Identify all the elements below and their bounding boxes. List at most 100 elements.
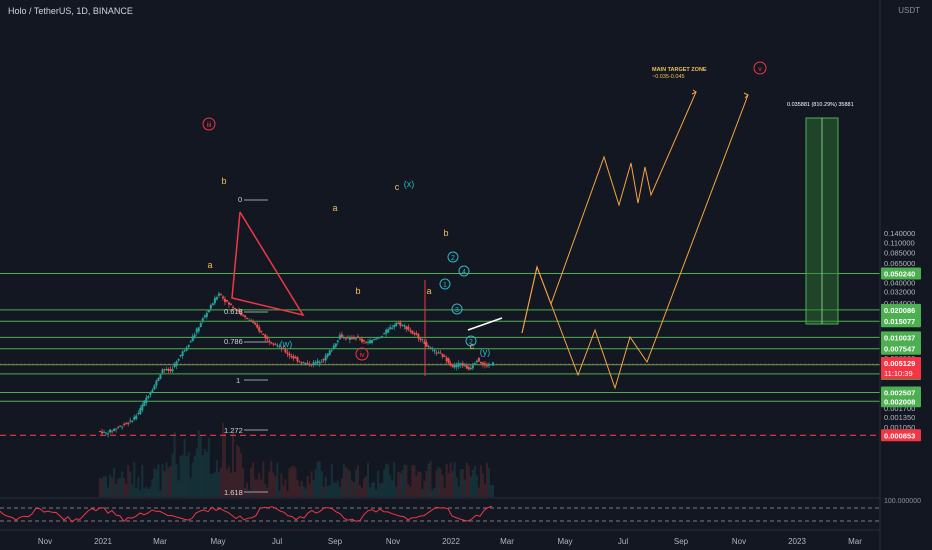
- candle-body: [328, 350, 331, 356]
- candle-body: [207, 309, 210, 313]
- volume-bar: [121, 471, 124, 497]
- current-price-tag: [881, 357, 921, 380]
- candle-body: [463, 365, 466, 367]
- candle-body: [381, 335, 384, 337]
- volume-bar: [371, 482, 374, 497]
- candle-body: [401, 324, 404, 326]
- candle-body: [234, 308, 237, 310]
- volume-bar: [461, 469, 464, 497]
- candle-body: [232, 306, 235, 308]
- wave-circle-red: [753, 61, 767, 75]
- volume-bar: [147, 489, 150, 497]
- volume-bar: [133, 462, 136, 497]
- candle-body: [280, 348, 283, 350]
- candle-body: [449, 363, 452, 366]
- candle-body: [193, 334, 196, 338]
- candle-body: [415, 333, 418, 335]
- volume-bar: [115, 483, 118, 497]
- candle-body: [481, 362, 484, 365]
- candle-body: [137, 413, 140, 415]
- volume-bar: [213, 472, 216, 497]
- candle-body: [475, 360, 478, 363]
- candle-body: [487, 364, 490, 366]
- candle-body: [238, 310, 241, 313]
- volume-bar: [451, 470, 454, 497]
- candle-body: [318, 362, 321, 364]
- wave-label-yellow: a: [426, 286, 431, 296]
- level-price-label: 0.020086: [884, 306, 915, 315]
- volume-bar: [225, 469, 228, 497]
- candle-body: [296, 357, 299, 362]
- candle-body: [358, 338, 361, 340]
- candle-body: [409, 330, 412, 332]
- candle-body: [113, 428, 116, 431]
- volume-bar: [403, 464, 406, 497]
- volume-bar: [157, 464, 160, 497]
- x-tick-label: Nov: [732, 537, 746, 546]
- candle-body: [373, 338, 376, 340]
- candle-body: [268, 340, 271, 343]
- candle-body: [151, 390, 154, 393]
- candle-body: [336, 340, 339, 343]
- volume-bar: [240, 453, 243, 497]
- candle-body: [489, 364, 492, 366]
- volume-bar: [292, 465, 295, 497]
- candle-body: [300, 362, 303, 364]
- y-tick-label: 0.024000: [884, 299, 915, 308]
- candle-body: [203, 315, 206, 318]
- currency-unit: USDT: [898, 6, 920, 15]
- wave-label-teal: 2: [469, 339, 473, 346]
- countdown-label: 11:10:39: [884, 369, 913, 378]
- candle-body: [143, 400, 146, 407]
- candle-body: [389, 327, 392, 330]
- volume-bar: [264, 483, 267, 497]
- volume-bar: [377, 470, 380, 497]
- candle-body: [451, 365, 454, 368]
- candle-body: [443, 355, 446, 357]
- candle-body: [157, 378, 160, 381]
- volume-bar: [221, 422, 224, 497]
- volume-bar: [369, 487, 372, 497]
- volume-bar: [227, 466, 230, 497]
- volume-bar: [433, 487, 436, 497]
- wave-label-teal: (x): [404, 179, 415, 189]
- candle-body: [111, 430, 114, 432]
- candle-body: [258, 327, 261, 332]
- candle-body: [217, 293, 220, 296]
- volume-bar: [284, 479, 287, 497]
- candle-body: [181, 351, 184, 356]
- wave-label-teal: 1: [443, 282, 447, 289]
- wave-label-yellow: c: [395, 182, 400, 192]
- volume-bar: [270, 461, 273, 497]
- volume-bar: [463, 479, 466, 497]
- volume-bar: [189, 477, 192, 497]
- fib-label: 0.786: [224, 337, 243, 346]
- volume-bar: [411, 465, 414, 497]
- volume-bar: [375, 489, 378, 497]
- volume-bar: [385, 463, 388, 497]
- candle-body: [189, 341, 192, 343]
- level-price-tag: [881, 342, 921, 355]
- volume-bar: [248, 490, 251, 497]
- volume-bar: [256, 479, 259, 497]
- volume-bar: [477, 487, 480, 497]
- volume-bar: [99, 477, 101, 497]
- candle-body: [306, 363, 309, 365]
- candle-body: [225, 300, 228, 302]
- volume-bar: [356, 465, 359, 497]
- candle-body: [344, 338, 347, 340]
- x-tick-label: 2022: [442, 537, 460, 546]
- candle-body: [310, 363, 313, 365]
- candle-body: [165, 368, 168, 370]
- volume-bar: [171, 453, 174, 497]
- candle-body: [431, 348, 434, 350]
- volume-bar: [310, 471, 313, 497]
- candle-body: [342, 337, 345, 339]
- candle-body: [254, 322, 257, 325]
- candle-body: [477, 357, 480, 362]
- volume-bar: [280, 473, 283, 497]
- wave-label-teal: 2: [451, 255, 455, 262]
- volume-bar: [348, 470, 351, 497]
- volume-bar: [399, 472, 402, 497]
